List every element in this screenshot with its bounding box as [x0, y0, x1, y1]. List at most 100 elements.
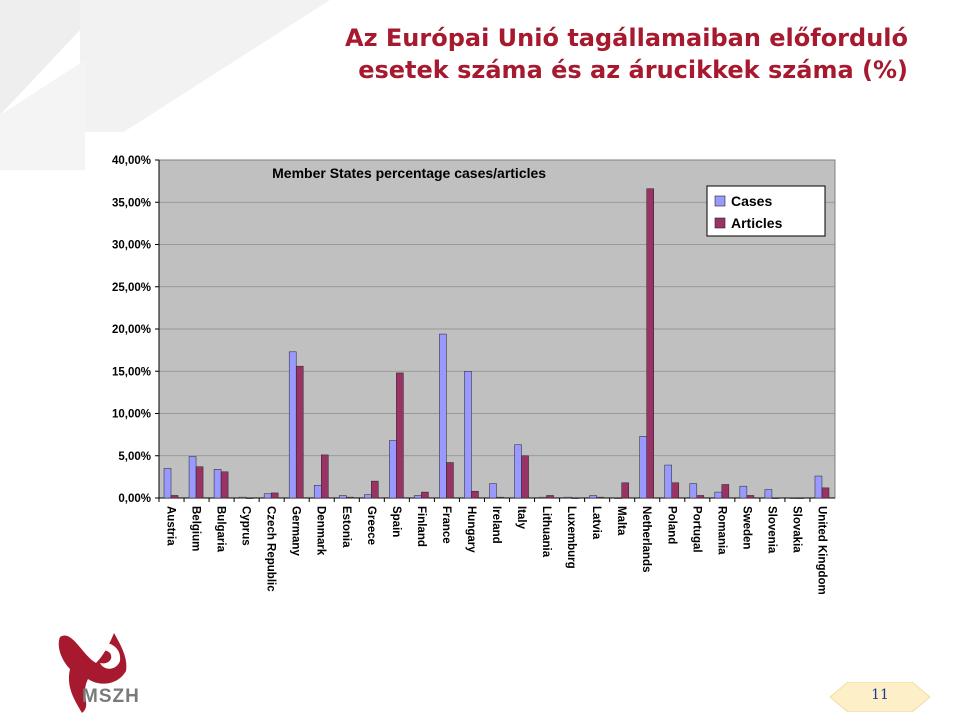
bar-articles-luxemburg	[571, 497, 579, 499]
x-tick-label: Slovakia	[790, 506, 802, 553]
bar-articles-greece	[371, 480, 379, 499]
y-tick-label: 10,00%	[112, 409, 151, 421]
y-tick-label: 5,00%	[118, 451, 151, 463]
bar-cases-portugal	[689, 483, 698, 499]
x-tick-label: Finland	[415, 506, 427, 547]
y-tick-label: 0,00%	[118, 493, 151, 505]
bar-cases-finland	[414, 495, 422, 499]
bar-cases-greece	[364, 494, 372, 499]
bar-articles-france	[446, 462, 454, 499]
bar-cases-sweden	[739, 485, 748, 499]
x-tick-label: Spain	[390, 506, 402, 537]
bar-cases-france	[439, 333, 447, 499]
bar-cases-austria	[163, 468, 172, 499]
y-tick-label: 35,00%	[112, 197, 151, 209]
bar-cases-poland	[664, 464, 673, 499]
x-tick-label: Czech Republic	[265, 506, 277, 592]
page-number-shape	[830, 682, 930, 712]
bar-articles-estonia	[346, 496, 354, 499]
bar-articles-austria	[170, 495, 179, 499]
x-tick-label: France	[440, 506, 452, 544]
chart-title: Member States percentage cases/articles	[272, 165, 546, 181]
bar-articles-romania	[721, 484, 730, 499]
bar-cases-luxemburg	[564, 496, 572, 499]
bar-articles-poland	[671, 482, 680, 499]
bar-cases-germany	[288, 351, 297, 499]
bar-articles-denmark	[320, 454, 329, 499]
bar-cases-bulgaria	[213, 469, 222, 499]
bar-articles-latvia	[596, 496, 604, 499]
bar-cases-romania	[714, 491, 723, 499]
bar-articles-belgium	[195, 466, 204, 499]
bar-cases-cyprus	[238, 496, 247, 499]
x-tick-label: Ireland	[490, 506, 502, 544]
x-tick-label: Germany	[290, 506, 302, 556]
slide-title: Az Európai Unió tagállamaiban előforduló…	[288, 22, 908, 86]
mszh-logo-icon	[58, 633, 127, 713]
x-tick-label: Slovenia	[765, 506, 777, 554]
bar-articles-portugal	[696, 495, 705, 499]
bar-articles-lithuania	[546, 495, 554, 499]
bar-cases-latvia	[589, 495, 597, 499]
bar-cases-italy	[514, 444, 522, 499]
legend-swatch	[714, 195, 726, 207]
bar-cases-belgium	[188, 456, 197, 499]
slide-title-line-1: Az Európai Unió tagállamaiban előforduló	[345, 24, 908, 52]
page-number: 11	[871, 687, 889, 703]
page-number-badge: 11	[830, 682, 930, 712]
bar-cases-united-kingdom	[814, 475, 823, 499]
slide-title-line-2: esetek száma és az árucikkek száma (%)	[358, 56, 908, 84]
x-tick-label: Bulgaria	[215, 506, 227, 553]
bar-chart: 0,00% 5,00% 10,00% 15,00% 20,00% 25,00% 30,00%…	[112, 155, 836, 595]
x-tick-label: Italy	[515, 506, 527, 530]
bar-cases-ireland	[489, 483, 497, 499]
bar-cases-malta	[614, 497, 622, 499]
x-tick-label: United Kingdom	[815, 506, 827, 595]
x-tick-label: Poland	[665, 506, 677, 544]
x-tick-label: Cyprus	[240, 506, 252, 546]
x-tick-label: Lithuania	[540, 506, 552, 558]
bar-cases-hungary	[464, 371, 472, 499]
bar-articles-sweden	[746, 495, 755, 499]
legend-box	[706, 185, 826, 237]
x-tick-label: Romania	[715, 506, 727, 555]
bar-articles-united-kingdom	[821, 487, 830, 499]
bar-articles-bulgaria	[220, 471, 229, 499]
bar-articles-slovenia	[771, 497, 780, 499]
y-tick-label: 30,00%	[112, 240, 151, 252]
x-tick-label: Greece	[365, 506, 377, 545]
logo-text: MSZH	[82, 686, 140, 707]
y-tick-label: 20,00%	[112, 324, 151, 336]
bar-articles-cyprus	[245, 497, 254, 499]
x-tick-label: Belgium	[190, 506, 202, 551]
chart-panel: 0,00% 5,00% 10,00% 15,00% 20,00% 25,00% 30,00%…	[85, 132, 850, 612]
bar-cases-netherlands	[639, 436, 647, 499]
bar-cases-slovenia	[764, 489, 773, 499]
bar-cases-spain	[389, 440, 397, 499]
bar-articles-malta	[621, 482, 629, 499]
bar-cases-lithuania	[539, 496, 547, 499]
bar-articles-finland	[421, 491, 429, 499]
x-tick-label: Netherlands	[640, 506, 652, 572]
y-tick-label: 15,00%	[112, 366, 151, 378]
y-tick-label: 25,00%	[112, 282, 151, 294]
legend-label: Cases	[731, 193, 772, 209]
bar-articles-slovakia	[796, 497, 805, 499]
bar-articles-spain	[396, 372, 404, 499]
bar-articles-netherlands	[646, 188, 654, 499]
y-tick-label: 40,00%	[112, 155, 151, 167]
x-tick-label: Denmark	[315, 506, 327, 556]
legend-swatch	[714, 217, 726, 229]
x-tick-label: Sweden	[740, 506, 752, 549]
bar-cases-slovakia	[789, 497, 798, 499]
bar-cases-czech-republic	[263, 493, 272, 499]
x-tick-label: Portugal	[690, 506, 702, 553]
bar-articles-germany	[295, 365, 304, 499]
x-tick-label: Austria	[165, 506, 177, 546]
bar-articles-italy	[521, 455, 529, 499]
bar-cases-estonia	[339, 495, 347, 499]
x-tick-label: Latvia	[590, 506, 602, 540]
legend-label: Articles	[731, 215, 783, 231]
x-tick-label: Luxemburg	[565, 506, 577, 569]
